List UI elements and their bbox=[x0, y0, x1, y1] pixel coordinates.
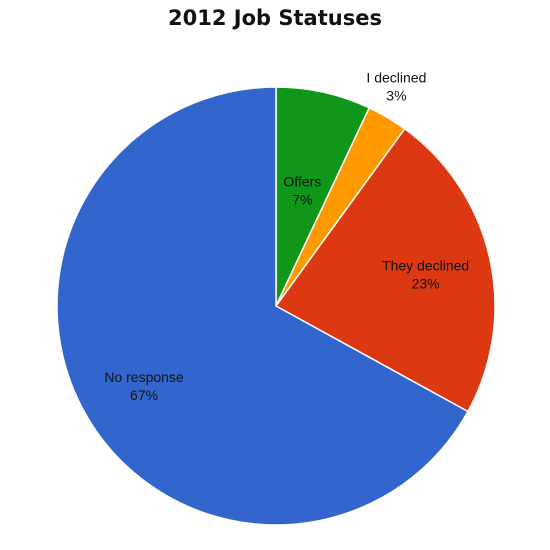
pie-slice-no-response bbox=[56, 86, 469, 526]
pie-labels: Offers 7% I declined 3% They declined 23% No r… bbox=[104, 69, 469, 403]
slice-label-offers: Offers 7% bbox=[283, 173, 321, 207]
slice-label-no-response: No response 67% bbox=[104, 369, 184, 403]
slice-label-i-declined: I declined 3% bbox=[366, 69, 426, 103]
chart-title: 2012 Job Statuses bbox=[168, 6, 382, 30]
pie-slices bbox=[56, 86, 496, 526]
pie-slice-they-declined bbox=[274, 127, 496, 413]
slice-label-they-declined: They declined 23% bbox=[382, 258, 469, 292]
